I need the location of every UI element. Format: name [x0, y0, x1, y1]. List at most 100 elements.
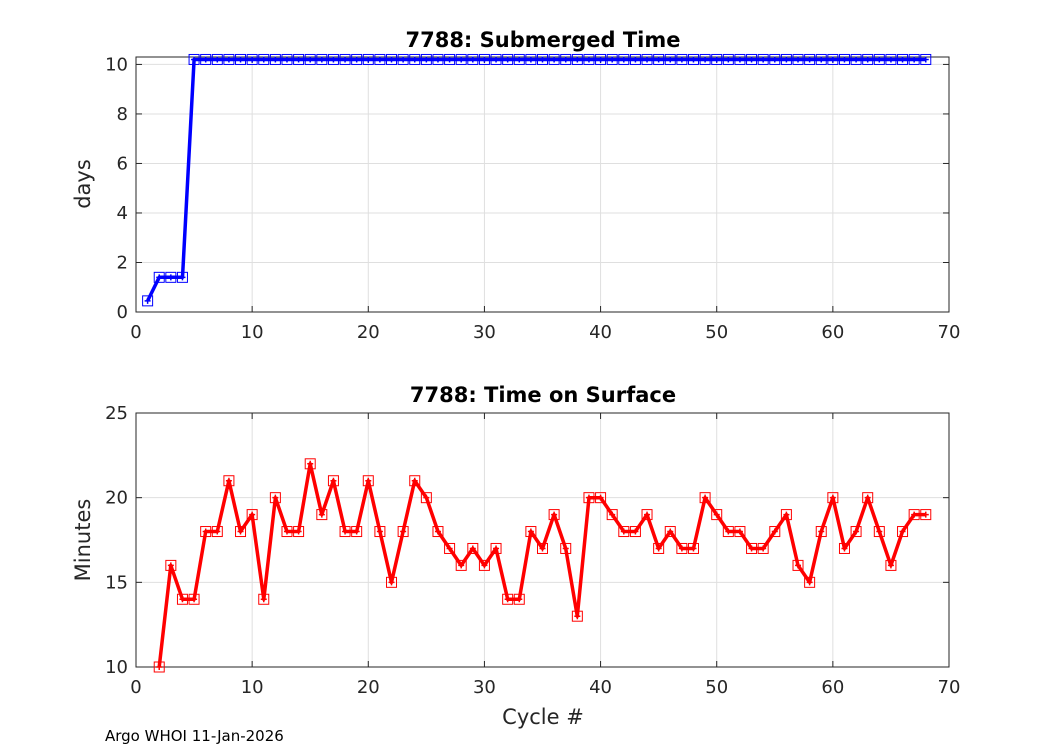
submerged-time-point-marker [467, 53, 479, 65]
surface-time-point-cross [585, 494, 592, 501]
submerged-time-point-cross [853, 56, 860, 63]
surface-time-ytick-label: 15 [105, 572, 128, 593]
submerged-time-point-marker [223, 53, 235, 65]
submerged-time-point-cross [376, 56, 383, 63]
submerged-time-point-cross [434, 56, 441, 63]
submerged-time-xtick-label: 30 [473, 322, 496, 343]
surface-time-point-marker [850, 526, 862, 538]
submerged-time-point-cross [806, 56, 813, 63]
submerged-time-point-cross [562, 56, 569, 63]
surface-time-point-cross [411, 477, 418, 484]
surface-time-point-cross [748, 545, 755, 552]
submerged-time-xtick-label: 60 [821, 322, 844, 343]
submerged-time-point-cross [876, 56, 883, 63]
surface-time-point-marker [862, 492, 874, 504]
surface-time-point-marker [258, 593, 270, 605]
submerged-time-xtick-label: 70 [938, 322, 961, 343]
submerged-time-point-marker [560, 53, 572, 65]
submerged-time-point-marker [409, 53, 421, 65]
submerged-time-point-marker [699, 53, 711, 65]
submerged-time-point-marker [478, 53, 490, 65]
submerged-time-point-cross [795, 56, 802, 63]
surface-time-point-marker [397, 526, 409, 538]
submerged-time-point-cross [609, 56, 616, 63]
submerged-time-point-cross [748, 56, 755, 63]
submerged-time-point-cross [365, 56, 372, 63]
submerged-time-point-cross [713, 56, 720, 63]
surface-time-point-marker [153, 661, 165, 673]
footer-credit: Argo WHOI 11-Jan-2026 [105, 727, 284, 745]
submerged-time-point-marker [827, 53, 839, 65]
surface-time-point-cross [330, 477, 337, 484]
surface-time-point-marker [490, 542, 502, 554]
surface-time-point-cross [179, 596, 186, 603]
surface-time-point-cross [342, 528, 349, 535]
surface-time-point-cross [527, 528, 534, 535]
submerged-time-point-cross [411, 56, 418, 63]
surface-time-point-marker [838, 542, 850, 554]
surface-time-point-marker [653, 542, 665, 554]
surface-time-point-marker [885, 559, 897, 571]
submerged-time-point-marker [711, 53, 723, 65]
surface-time-ytick-label: 10 [105, 657, 128, 678]
surface-time-point-marker [304, 458, 316, 470]
submerged-time-point-marker [862, 53, 874, 65]
surface-time-point-marker [548, 509, 560, 521]
submerged-time-point-marker [386, 53, 398, 65]
submerged-time-point-cross [458, 56, 465, 63]
surface-time-point-cross [574, 613, 581, 620]
submerged-time-point-marker [780, 53, 792, 65]
surface-time-point-cross [353, 528, 360, 535]
surface-time-point-cross [202, 528, 209, 535]
submerged-time-point-cross [597, 56, 604, 63]
surface-time-xtick-label: 30 [473, 677, 496, 698]
submerged-time-point-marker [339, 53, 351, 65]
surface-time-point-cross [620, 528, 627, 535]
submerged-time-point-cross [864, 56, 871, 63]
submerged-time-point-marker [293, 53, 305, 65]
submerged-time-point-marker [327, 53, 339, 65]
surface-time-point-marker [711, 509, 723, 521]
surface-time-point-cross [736, 528, 743, 535]
surface-time-point-cross [365, 477, 372, 484]
submerged-time-title: 7788: Submerged Time [405, 28, 680, 52]
surface-time-point-marker [583, 492, 595, 504]
surface-time-point-marker [746, 542, 758, 554]
submerged-time-point-cross [690, 56, 697, 63]
surface-time-point-marker [502, 593, 514, 605]
submerged-time-point-cross [342, 56, 349, 63]
surface-time-point-cross [795, 562, 802, 569]
submerged-time-point-cross [400, 56, 407, 63]
surface-time-point-cross [760, 545, 767, 552]
surface-time-point-cross [841, 545, 848, 552]
submerged-time-point-marker [629, 53, 641, 65]
surface-time-point-marker [908, 509, 920, 521]
submerged-time-point-cross [272, 56, 279, 63]
submerged-time-point-cross [841, 56, 848, 63]
submerged-time-point-marker [769, 53, 781, 65]
submerged-time-point-marker [188, 53, 200, 65]
submerged-time-point-cross [539, 56, 546, 63]
surface-time-point-marker [362, 475, 374, 487]
submerged-time-point-cross [620, 56, 627, 63]
submerged-time-point-marker [734, 53, 746, 65]
surface-time-point-cross [922, 511, 929, 518]
surface-time-point-cross [876, 528, 883, 535]
surface-time-point-marker [455, 559, 467, 571]
surface-time-point-cross [225, 477, 232, 484]
surface-time-point-marker [374, 526, 386, 538]
submerged-time-point-cross [516, 56, 523, 63]
submerged-time-point-marker [653, 53, 665, 65]
submerged-time-point-marker [583, 53, 595, 65]
submerged-time-point-marker [722, 53, 734, 65]
submerged-time-point-cross [249, 56, 256, 63]
submerged-time-point-cross [144, 297, 151, 304]
submerged-time-point-cross [283, 56, 290, 63]
submerged-time-xtick-label: 20 [357, 322, 380, 343]
submerged-time-point-marker [316, 53, 328, 65]
submerged-time-point-cross [260, 56, 267, 63]
surface-time-xtick-label: 50 [705, 677, 728, 698]
surface-time-point-cross [481, 562, 488, 569]
submerged-time-point-cross [667, 56, 674, 63]
